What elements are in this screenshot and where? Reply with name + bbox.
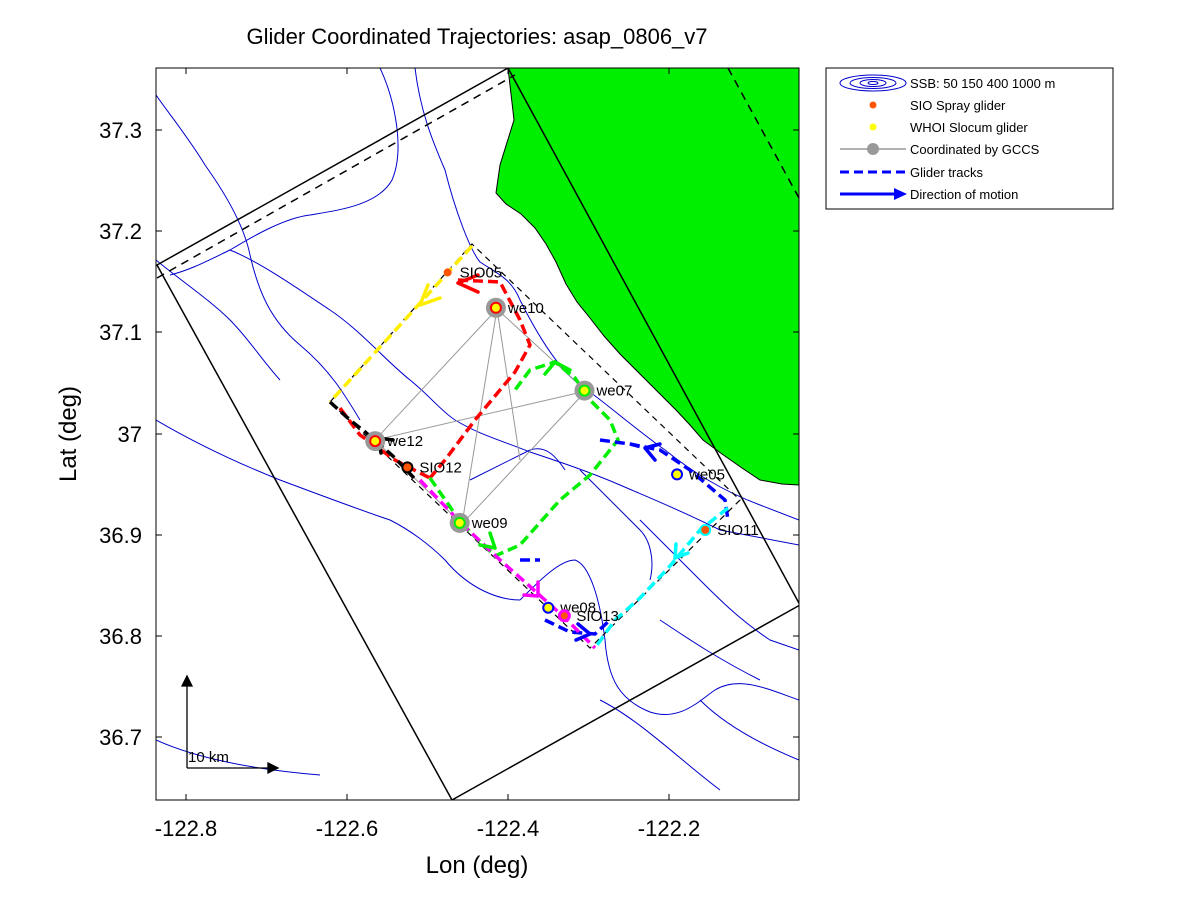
glider-label: SIO05 xyxy=(460,264,503,281)
legend-label: SIO Spray glider xyxy=(910,98,1006,113)
land-coastline xyxy=(495,68,799,486)
glider-dot xyxy=(443,268,452,277)
legend-label: SSB: 50 150 400 1000 m xyxy=(910,76,1055,91)
arrow-green-top xyxy=(543,360,572,376)
blue-arrow-icon xyxy=(840,188,907,200)
glider-label: we10 xyxy=(507,300,544,317)
glider-label: we07 xyxy=(595,383,632,400)
legend: SSB: 50 150 400 1000 m SIO Spray glider … xyxy=(825,67,1114,210)
legend-label: WHOI Slocum glider xyxy=(910,120,1028,135)
x-tick-label: -122.8 xyxy=(155,816,217,841)
bathymetry-contours-icon xyxy=(839,74,907,92)
glider-marker-we10: we10 xyxy=(485,297,544,318)
yellow-dot-icon xyxy=(869,123,877,131)
glider-dot xyxy=(699,523,712,536)
map-title: Glider Coordinated Trajectories: asap_08… xyxy=(246,24,707,49)
glider-label: SIO11 xyxy=(717,522,758,539)
track-black xyxy=(328,400,416,480)
y-tick-label: 36.8 xyxy=(99,624,142,649)
glider-marker-sio12: SIO12 xyxy=(401,459,462,476)
glider-dot xyxy=(369,435,382,448)
y-tick-label: 36.7 xyxy=(99,725,142,750)
x-tick-label: -122.4 xyxy=(477,816,539,841)
y-tick-label: 37.3 xyxy=(99,118,142,143)
glider-dot xyxy=(671,468,684,481)
track-blue xyxy=(520,438,730,636)
arrow-magenta xyxy=(522,580,540,598)
glider-dot xyxy=(557,609,571,623)
x-axis-label: Lon (deg) xyxy=(426,852,529,879)
glider-dot xyxy=(489,301,502,314)
glider-marker-we05: we05 xyxy=(671,466,725,483)
axis-ticks xyxy=(156,68,799,800)
bathymetry-contours xyxy=(156,68,799,791)
glider-dot xyxy=(578,384,591,397)
y-tick-label: 37.2 xyxy=(99,219,142,244)
track-cyan xyxy=(593,506,730,650)
arrow-red xyxy=(456,273,480,294)
arrow-yellow xyxy=(418,283,442,307)
track-red xyxy=(338,278,532,480)
glider-dot xyxy=(453,516,466,529)
glider-marker-sio11: SIO11 xyxy=(699,522,759,539)
outer-dashed-line-right xyxy=(727,68,799,199)
glider-marker-sio05: SIO05 xyxy=(443,264,503,281)
arrow-cyan xyxy=(673,542,690,560)
legend-box xyxy=(825,67,1114,210)
scale-bar-label: 10 km xyxy=(188,749,229,766)
glider-marker-we09: we09 xyxy=(449,512,508,533)
glider-label: we05 xyxy=(688,466,725,483)
y-tick-label: 36.9 xyxy=(99,523,142,548)
inner-dashed-box xyxy=(329,243,741,649)
arrow-blue-bottom xyxy=(574,622,592,642)
scale-bar xyxy=(180,674,280,775)
glider-marker-we07: we07 xyxy=(574,380,632,401)
glider-dot xyxy=(401,461,414,474)
y-tick-label: 37.1 xyxy=(99,320,142,345)
glider-marker-we12: we12 xyxy=(365,431,423,452)
y-tick-label: 37 xyxy=(118,422,142,447)
glider-label: SIO13 xyxy=(576,608,619,625)
outer-domain-box xyxy=(156,68,799,800)
legend-label: Direction of motion xyxy=(910,187,1018,202)
legend-label: Glider tracks xyxy=(910,165,983,180)
glider-label: SIO12 xyxy=(419,459,462,476)
arrow-blue xyxy=(643,442,662,462)
glider-marker-sio13: SIO13 xyxy=(557,608,619,625)
x-tick-label: -122.6 xyxy=(316,816,378,841)
y-axis-label: Lat (deg) xyxy=(55,386,82,482)
glider-dot xyxy=(542,601,555,614)
arrow-green-bottom xyxy=(478,531,497,550)
x-tick-label: -122.2 xyxy=(638,816,700,841)
domain-boundaries xyxy=(156,68,799,800)
direction-arrows xyxy=(376,273,690,642)
gray-circle-line-icon xyxy=(840,143,906,155)
glider-label: we09 xyxy=(471,515,508,532)
orange-dot-icon xyxy=(869,101,877,109)
legend-label: Coordinated by GCCS xyxy=(910,142,1040,157)
glider-label: we12 xyxy=(386,433,423,450)
outer-dashed-line xyxy=(156,74,516,279)
